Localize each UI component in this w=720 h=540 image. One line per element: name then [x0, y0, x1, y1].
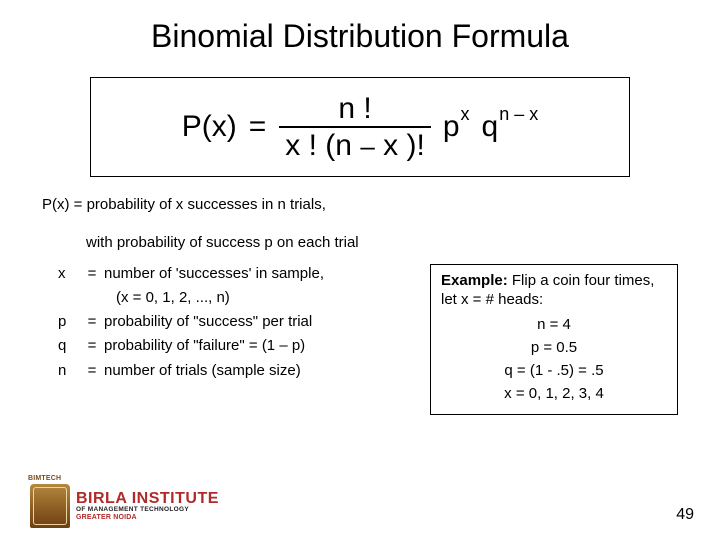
formula-lhs: P(x)	[182, 110, 237, 144]
numerator: n !	[332, 93, 377, 127]
def-q-eq: =	[80, 336, 104, 356]
def-n-text: number of trials (sample size)	[104, 361, 301, 381]
formula-box: P(x) = n ! x ! (n – x )! px qn – x	[90, 77, 630, 177]
q-exp-minus: –	[514, 104, 524, 124]
den-paren-n: (n	[325, 129, 352, 162]
logo-line-1: BIRLA INSTITUTE	[76, 491, 219, 507]
example-n: n = 4	[441, 316, 667, 333]
p-base: p	[443, 110, 460, 143]
def-x-cont: (x = 0, 1, 2, ..., n)	[58, 288, 430, 308]
def-p-var: p	[58, 312, 80, 332]
q-exponent: n – x	[499, 104, 538, 124]
description-line-2: with probability of success p on each tr…	[86, 233, 720, 253]
q-exp-n: n	[499, 104, 509, 124]
example-label: Example:	[441, 272, 508, 289]
den-x-fact: x !	[285, 129, 317, 162]
def-x-eq: =	[80, 264, 104, 284]
logo-text: BIRLA INSTITUTE OF MANAGEMENT TECHNOLOGY…	[76, 491, 219, 521]
example-x: x = 0, 1, 2, 3, 4	[441, 385, 667, 402]
denominator: x ! (n – x )!	[279, 126, 431, 162]
def-p-text: probability of "success" per trial	[104, 312, 312, 332]
def-n-var: n	[58, 361, 80, 381]
den-minus: –	[360, 131, 374, 161]
def-x-text: number of 'successes' in sample,	[104, 264, 324, 284]
p-term: px	[443, 110, 470, 144]
example-q: q = (1 - .5) = .5	[441, 362, 667, 379]
def-n-eq: =	[80, 361, 104, 381]
def-x-text2: (x = 0, 1, 2, ..., n)	[116, 288, 230, 308]
content-columns: x = number of 'successes' in sample, (x …	[0, 264, 720, 415]
example-box: Example: Flip a coin four times, let x =…	[430, 264, 678, 415]
example-p: p = 0.5	[441, 339, 667, 356]
page-number: 49	[676, 506, 694, 524]
def-p-eq: =	[80, 312, 104, 332]
def-q-var: q	[58, 336, 80, 356]
crest-icon	[30, 484, 70, 528]
fraction: n ! x ! (n – x )!	[279, 93, 431, 162]
def-x-var: x	[58, 264, 80, 284]
def-p: p = probability of "success" per trial	[58, 312, 430, 332]
den-x-close: x )!	[383, 129, 425, 162]
def-q: q = probability of "failure" = (1 – p)	[58, 336, 430, 356]
example-heading: Example: Flip a coin four times, let x =…	[441, 271, 667, 310]
def-n: n = number of trials (sample size)	[58, 361, 430, 381]
equals-sign: =	[249, 110, 268, 144]
q-base: q	[482, 110, 499, 143]
slide-title: Binomial Distribution Formula	[0, 0, 720, 55]
definitions-list: x = number of 'successes' in sample, (x …	[0, 264, 430, 415]
institute-logo: BIRLA INSTITUTE OF MANAGEMENT TECHNOLOGY…	[30, 484, 219, 528]
def-x: x = number of 'successes' in sample,	[58, 264, 430, 284]
description-line-1: P(x) = probability of x successes in n t…	[42, 195, 720, 215]
q-exp-x: x	[529, 104, 538, 124]
binomial-formula: P(x) = n ! x ! (n – x )! px qn – x	[182, 93, 539, 162]
q-term: qn – x	[482, 110, 539, 144]
logo-line-3: GREATER NOIDA	[76, 514, 219, 521]
def-q-text: probability of "failure" = (1 – p)	[104, 336, 305, 356]
p-exponent: x	[461, 104, 470, 124]
